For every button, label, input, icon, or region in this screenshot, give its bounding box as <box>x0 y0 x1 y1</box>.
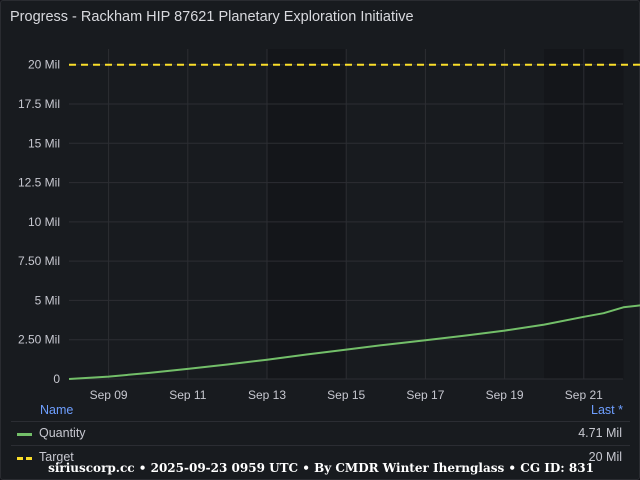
y-axis-labels: 0 2.50 Mil 5 Mil 7.50 Mil 10 Mil 12.5 Mil 15 M… <box>18 58 60 386</box>
target-swatch <box>17 457 32 460</box>
x-axis-labels: Sep 09 Sep 11 Sep 13 Sep 15 Sep 17 Sep 19 Sep … <box>90 388 604 401</box>
x-tick-label: Sep 21 <box>565 388 603 401</box>
footer-credit: siriuscorp.cc • 2025-09-23 0959 UTC • By… <box>48 461 594 475</box>
y-tick-label: 12.5 Mil <box>18 176 60 190</box>
grid-lines <box>69 49 623 380</box>
legend-row-quantity[interactable]: Quantity 4.71 Mil <box>11 421 630 444</box>
legend-series-last: 4.71 Mil <box>578 426 622 440</box>
legend-series-last: 20 Mil <box>588 450 622 464</box>
y-tick-label: 15 Mil <box>28 136 60 150</box>
y-tick-label: 5 Mil <box>35 293 60 307</box>
legend-last-header[interactable]: Last * <box>591 403 623 417</box>
x-tick-label: Sep 11 <box>169 388 206 401</box>
y-tick-label: 0 <box>53 372 60 386</box>
y-tick-label: 20 Mil <box>28 58 60 72</box>
shade-band <box>267 49 347 379</box>
x-tick-label: Sep 13 <box>248 388 286 401</box>
legend-series-name: Quantity <box>39 426 86 440</box>
legend-name-header[interactable]: Name <box>40 403 74 417</box>
x-tick-label: Sep 09 <box>90 388 128 401</box>
series-line-quantity <box>68 304 640 380</box>
time-shading-bands <box>267 49 624 379</box>
progress-chart: 0 2.50 Mil 5 Mil 7.50 Mil 10 Mil 12.5 Mil 15 M… <box>18 49 640 401</box>
y-tick-label: 17.5 Mil <box>18 97 60 111</box>
series-group <box>68 63 640 380</box>
x-tick-label: Sep 19 <box>486 388 524 401</box>
y-tick-label: 2.50 Mil <box>18 333 60 347</box>
y-tick-label: 10 Mil <box>28 215 60 229</box>
x-tick-label: Sep 17 <box>406 388 444 401</box>
y-tick-label: 7.50 Mil <box>18 254 60 268</box>
legend-row-target[interactable]: Target 20 Mil <box>11 445 630 468</box>
legend-series-name: Target <box>39 450 74 464</box>
panel-title: Progress - Rackham HIP 87621 Planetary E… <box>10 9 414 25</box>
quantity-swatch <box>17 433 32 436</box>
x-tick-label: Sep 15 <box>327 388 365 401</box>
